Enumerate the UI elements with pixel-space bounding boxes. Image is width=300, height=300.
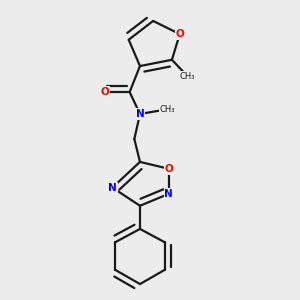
Text: O: O [164, 164, 173, 174]
Text: CH₃: CH₃ [160, 105, 175, 114]
Text: O: O [100, 87, 109, 97]
Text: O: O [176, 29, 184, 39]
Text: N: N [136, 109, 144, 119]
Text: CH₃: CH₃ [180, 72, 195, 81]
Text: N: N [108, 183, 117, 193]
Text: N: N [164, 189, 173, 199]
